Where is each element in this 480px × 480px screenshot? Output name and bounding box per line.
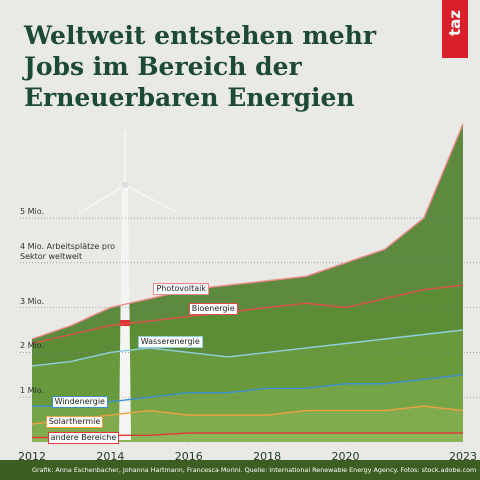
legend-label: Wasserenergie	[137, 335, 203, 348]
x-tick-label: 2012	[18, 450, 46, 463]
source-note: Grafik: Anna Eschenbacher, Johanna Hartm…	[32, 466, 477, 474]
legend-label: Photovoltaik	[153, 282, 210, 295]
y-tick-label: 4 Mio. Arbeitsplätze pro Sektor weltweit	[20, 241, 115, 261]
legend-label: andere Bereiche	[47, 431, 120, 444]
chart-title: Weltweit entstehen mehr Jobs im Bereich …	[24, 21, 376, 112]
legend-label: Windenergie	[51, 396, 108, 409]
area-fill	[32, 433, 463, 442]
series-line	[31, 405, 464, 425]
x-tick-label: 2016	[174, 450, 203, 463]
series-line	[31, 329, 464, 367]
x-tick-label: 2023	[449, 450, 477, 463]
y-tick-label: 3 Mio.	[20, 296, 45, 306]
y-tick-label: 5 Mio.	[20, 207, 45, 217]
x-tick-label: 2020	[331, 450, 360, 463]
footer-band	[0, 460, 480, 480]
brand-logo: taz	[442, 0, 468, 58]
series-line	[31, 123, 464, 340]
legend-label: Bioenergie	[188, 302, 238, 315]
wind-turbine	[77, 130, 177, 440]
x-tick-label: 2018	[253, 450, 282, 463]
brand-text: taz	[446, 9, 464, 36]
y-tick-label: 1 Mio.	[20, 386, 45, 396]
series-line	[31, 284, 464, 345]
x-tick-label: 2014	[96, 450, 125, 463]
legend-label: Solarthermie	[45, 416, 104, 429]
y-tick-label: 2 Mio.	[20, 341, 45, 351]
